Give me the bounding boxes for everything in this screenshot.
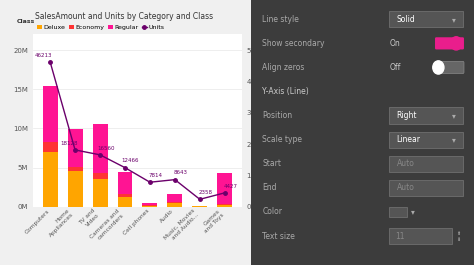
FancyBboxPatch shape [389, 180, 463, 196]
Text: ⬆
⬇: ⬆ ⬇ [456, 231, 460, 241]
Text: Line style: Line style [262, 15, 299, 24]
Bar [143, 206, 157, 207]
Text: Class: Class [17, 19, 35, 24]
Text: 18128: 18128 [61, 141, 78, 146]
FancyBboxPatch shape [435, 37, 464, 50]
Text: 4427: 4427 [223, 184, 237, 189]
Legend: Deluxe, Economy, Regular, Units: Deluxe, Economy, Regular, Units [34, 22, 167, 32]
Bar [167, 202, 182, 203]
Text: Off: Off [389, 63, 401, 72]
Text: Text size: Text size [262, 232, 295, 241]
Text: Color: Color [262, 207, 283, 217]
Bar [217, 204, 232, 205]
Bar [118, 197, 132, 207]
Bar [68, 129, 82, 167]
Bar [43, 143, 58, 152]
Text: 12466: 12466 [122, 158, 139, 164]
FancyBboxPatch shape [389, 228, 452, 244]
Text: Scale type: Scale type [262, 135, 302, 144]
Bar [92, 179, 108, 207]
Bar [92, 173, 108, 179]
Text: Auto: Auto [397, 159, 415, 168]
Text: ▾: ▾ [452, 15, 456, 24]
FancyBboxPatch shape [389, 11, 463, 28]
Text: ▾: ▾ [452, 111, 456, 120]
Text: 11: 11 [396, 232, 405, 241]
Bar [118, 172, 132, 194]
Text: 7814: 7814 [148, 173, 163, 178]
Bar [68, 167, 82, 171]
Bar [143, 205, 157, 206]
Text: Auto: Auto [397, 183, 415, 192]
Text: 2358: 2358 [199, 190, 212, 195]
Text: ▾: ▾ [410, 207, 414, 217]
Bar [43, 152, 58, 207]
Text: 46213: 46213 [35, 53, 52, 58]
Circle shape [451, 37, 462, 50]
Text: Start: Start [262, 159, 282, 168]
Text: Linear: Linear [397, 135, 421, 144]
Text: Right: Right [397, 111, 417, 120]
Text: End: End [262, 183, 277, 192]
Bar [118, 194, 132, 197]
Text: SalesAmount and Units by Category and Class: SalesAmount and Units by Category and Cl… [35, 12, 213, 21]
Text: 8643: 8643 [173, 170, 187, 175]
Bar [167, 203, 182, 207]
Text: ▾: ▾ [452, 135, 456, 144]
Bar [167, 194, 182, 202]
Bar [43, 86, 58, 143]
FancyBboxPatch shape [389, 156, 463, 172]
Text: On: On [389, 39, 400, 48]
Circle shape [433, 61, 444, 74]
Bar [217, 173, 232, 204]
FancyBboxPatch shape [389, 131, 463, 148]
FancyBboxPatch shape [435, 61, 464, 74]
Bar [143, 203, 157, 205]
Text: Solid: Solid [397, 15, 415, 24]
Text: 16560: 16560 [97, 146, 114, 151]
Text: Y-Axis (Line): Y-Axis (Line) [262, 87, 309, 96]
Bar [217, 205, 232, 207]
Bar [68, 171, 82, 207]
Text: Align zeros: Align zeros [262, 63, 305, 72]
Bar [92, 125, 108, 173]
Text: Position: Position [262, 111, 292, 120]
FancyBboxPatch shape [389, 107, 463, 124]
FancyBboxPatch shape [389, 207, 407, 217]
Text: Show secondary: Show secondary [262, 39, 325, 48]
